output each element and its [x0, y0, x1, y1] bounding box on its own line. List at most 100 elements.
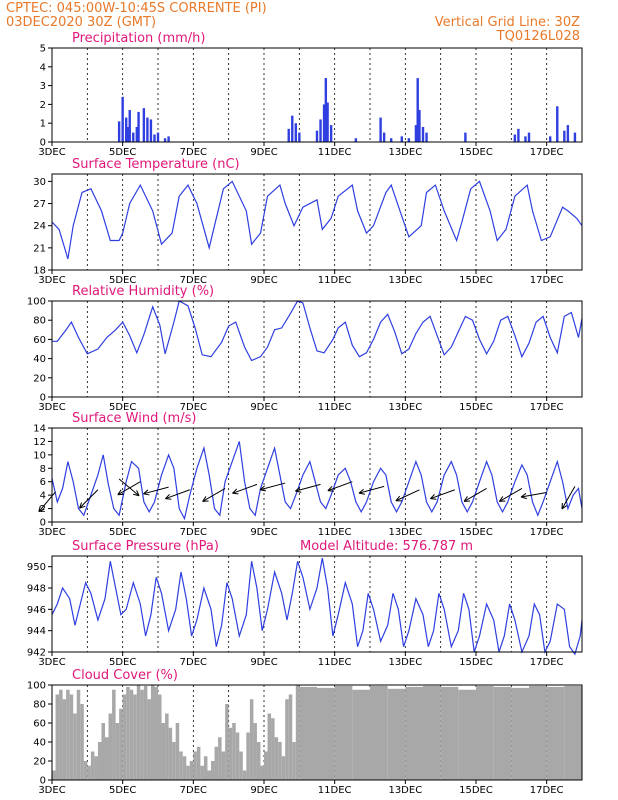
- cloud-bar: [225, 704, 229, 780]
- y-tick-label: 12: [33, 437, 46, 448]
- panel-subtitle: Model Altitude: 576.787 m: [300, 539, 473, 554]
- y-tick-label: 30: [33, 177, 46, 188]
- precip-bar: [298, 132, 301, 142]
- precip-bar: [163, 138, 167, 142]
- x-tick-label: 15DEC: [459, 402, 493, 413]
- cloud-bar: [271, 718, 275, 780]
- x-tick-label: 13DEC: [388, 275, 422, 286]
- header-date: 03DEC2020 30Z (GMT): [6, 15, 156, 30]
- cloud-bar: [182, 756, 187, 780]
- wind-arrow-shaft: [499, 487, 523, 502]
- x-tick-label: 7DEC: [180, 147, 207, 158]
- x-tick-label: 9DEC: [250, 147, 277, 158]
- cloud-bar: [281, 756, 286, 780]
- cloud-bar: [189, 761, 194, 780]
- cloud-bar: [458, 689, 476, 780]
- precip-bar: [382, 132, 386, 142]
- cloud-bar: [196, 746, 201, 780]
- cloud-bar: [193, 751, 197, 780]
- x-tick-label: 3DEC: [38, 527, 65, 538]
- x-tick-label: 13DEC: [388, 785, 422, 796]
- y-tick-label: 0: [40, 138, 46, 149]
- cloud-bar: [274, 737, 279, 780]
- x-tick-label: 13DEC: [388, 402, 422, 413]
- wind-arrow-head: [499, 496, 504, 502]
- wind-arrow-head: [38, 505, 41, 512]
- cloud-bar: [564, 685, 582, 780]
- wind-arrow-shaft: [327, 481, 353, 492]
- cloud-bar: [83, 761, 88, 780]
- wind-arrow-head: [259, 489, 267, 492]
- wind-arrow-shaft: [561, 486, 576, 510]
- x-tick-label: 11DEC: [318, 657, 352, 668]
- wind-arrow-shaft: [202, 487, 226, 502]
- cloud-bar: [101, 723, 105, 780]
- cloud-bar: [147, 699, 151, 780]
- y-tick-label: 40: [33, 738, 46, 749]
- cloud-bar: [122, 694, 127, 780]
- wind-arrow-head: [520, 496, 527, 500]
- panel-title: Surface Pressure (hPa): [72, 539, 219, 554]
- cloud-bar: [352, 689, 370, 780]
- cloud-bar: [370, 685, 388, 780]
- x-tick-label: 11DEC: [318, 275, 352, 286]
- y-tick-label: 100: [27, 681, 46, 692]
- precip-bar: [322, 104, 326, 142]
- x-tick-label: 9DEC: [250, 785, 277, 796]
- y-tick-label: 100: [27, 297, 46, 308]
- x-tick-label: 15DEC: [459, 275, 493, 286]
- x-tick-label: 17DEC: [530, 275, 564, 286]
- wind-arrow-head: [38, 508, 45, 513]
- wind-arrow-head: [295, 490, 302, 493]
- cloud-bar: [228, 727, 233, 780]
- x-tick-label: 15DEC: [459, 785, 493, 796]
- precip-bar: [315, 130, 319, 142]
- cloud-bar: [108, 713, 113, 780]
- header-model: TQ0126L028: [496, 29, 580, 44]
- cloud-bar: [52, 770, 56, 780]
- x-tick-label: 5DEC: [109, 402, 136, 413]
- precip-bar: [527, 132, 531, 142]
- panel-frame: [51, 173, 583, 271]
- wind-arrow-head: [295, 486, 301, 492]
- cloud-bar: [62, 699, 67, 780]
- cloud-bar: [112, 689, 116, 780]
- y-tick-label: 80: [33, 316, 46, 327]
- x-tick-label: 3DEC: [38, 402, 65, 413]
- cloud-bar: [242, 770, 247, 780]
- y-tick-label: 4: [40, 491, 46, 502]
- wind-arrow-head: [79, 502, 82, 509]
- y-tick-label: 40: [33, 354, 46, 365]
- y-tick-label: 21: [33, 243, 46, 254]
- y-tick-label: 60: [33, 335, 46, 346]
- precip-bar: [117, 121, 121, 142]
- precip-bar: [142, 108, 146, 142]
- cloud-bar: [55, 694, 60, 780]
- wind-arrow-shaft: [358, 485, 385, 494]
- precip-bar: [464, 132, 467, 142]
- cloud-bar: [292, 742, 296, 780]
- panel-title: Surface Wind (m/s): [72, 411, 196, 426]
- cloud-bar: [179, 751, 183, 780]
- wind-arrow-shaft: [295, 483, 321, 492]
- wind-arrow-head: [117, 489, 122, 495]
- cloud-bar: [334, 685, 353, 780]
- x-tick-label: 9DEC: [250, 402, 277, 413]
- panel-frame: [51, 47, 583, 143]
- cloud-bar: [476, 685, 494, 780]
- precip-bar: [126, 126, 130, 142]
- panel-5: 942 944 946 948 950 3DEC 5DEC 7DEC 9DEC 11DEC 13DE…: [27, 539, 583, 668]
- cloud-bar: [546, 686, 565, 780]
- wind-arrow-head: [520, 493, 527, 498]
- precip-bar: [324, 78, 328, 142]
- wind-arrow-head: [561, 505, 568, 510]
- cloud-bar: [126, 686, 130, 780]
- cloud-bar: [246, 732, 250, 780]
- y-tick-label: 80: [33, 700, 46, 711]
- precip-bar: [135, 126, 138, 142]
- y-tick-label: 0: [40, 518, 46, 529]
- precip-bar: [294, 123, 297, 142]
- wind-arrow-shaft: [117, 481, 141, 496]
- cloud-bar: [90, 751, 95, 780]
- precip-bar: [121, 96, 124, 142]
